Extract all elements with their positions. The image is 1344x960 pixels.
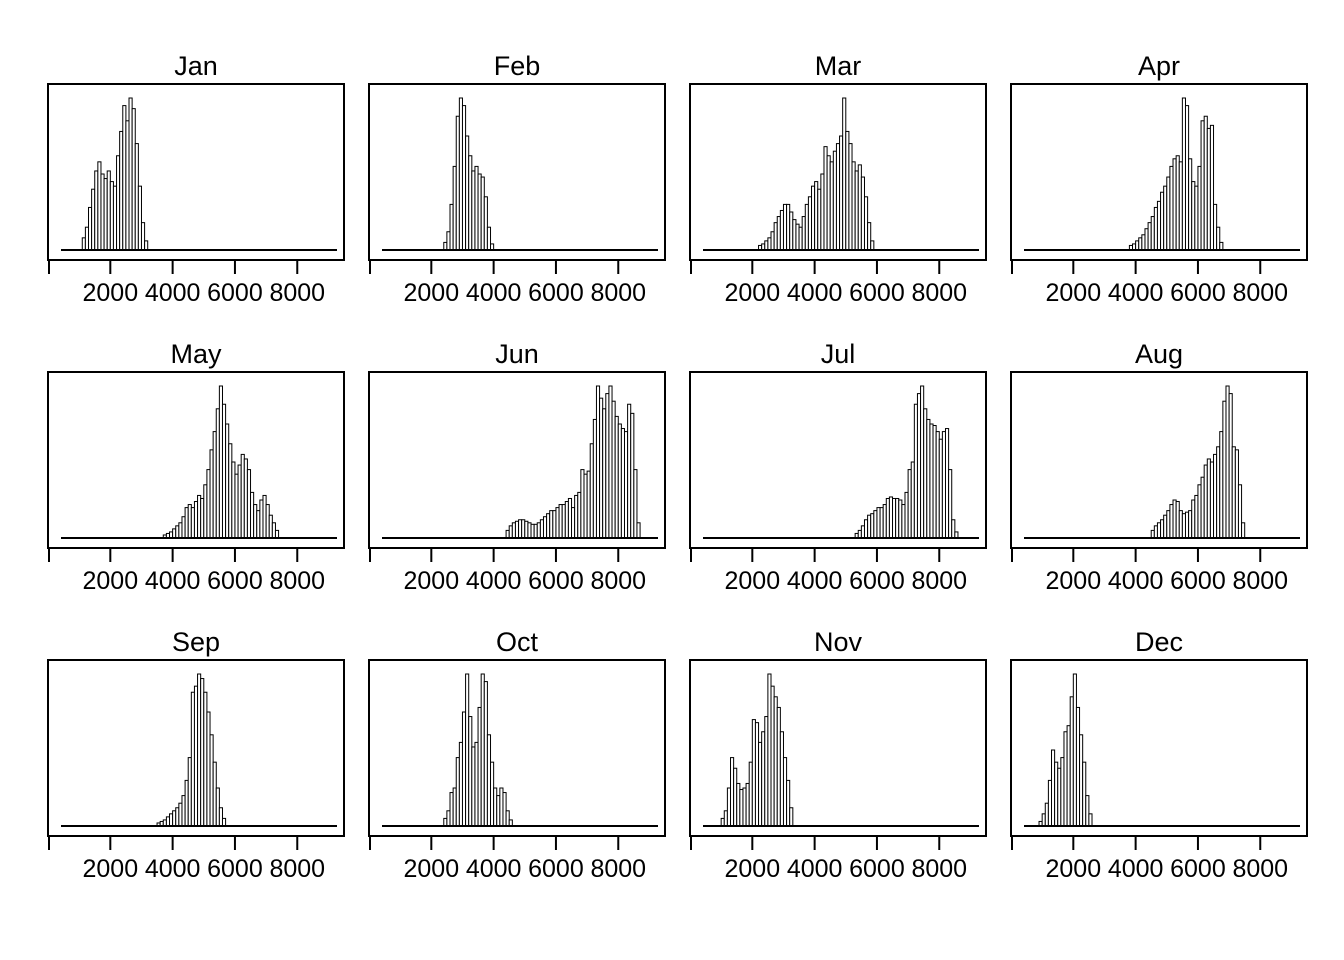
histogram-plot: 2000 4000 6000 8000 <box>1010 371 1308 595</box>
panel-title: Mar <box>814 51 862 81</box>
svg-text:8000: 8000 <box>590 567 646 595</box>
svg-text:2000: 2000 <box>1046 567 1102 595</box>
histogram-panel: Apr 2000 4000 6000 8000 <box>1010 48 1308 309</box>
svg-text:8000: 8000 <box>911 567 967 595</box>
panel-title: Dec <box>1134 627 1183 657</box>
svg-text:4000: 4000 <box>787 279 843 307</box>
svg-text:8000: 8000 <box>269 279 325 307</box>
histogram-plot: 2000 4000 6000 8000 <box>368 83 666 307</box>
histogram-plot: 2000 4000 6000 8000 <box>368 371 666 595</box>
svg-text:4000: 4000 <box>145 567 201 595</box>
histogram-panel: Sep 2000 4000 6000 8000 <box>47 624 345 885</box>
svg-text:4000: 4000 <box>1108 279 1164 307</box>
histogram-plot: 2000 4000 6000 8000 <box>47 83 345 307</box>
svg-text:2000: 2000 <box>404 279 460 307</box>
histogram-plot: 2000 4000 6000 8000 <box>1010 83 1308 307</box>
panel-title: Sep <box>171 627 221 657</box>
histogram-plot: 2000 4000 6000 8000 <box>47 371 345 595</box>
histogram-panel: Jan 2000 4000 6000 8000 <box>47 48 345 309</box>
panel-title: Feb <box>493 51 541 81</box>
svg-text:8000: 8000 <box>269 855 325 883</box>
svg-text:2000: 2000 <box>404 855 460 883</box>
panel-title: Apr <box>1137 51 1181 81</box>
svg-text:2000: 2000 <box>1046 855 1102 883</box>
histogram-plot: 2000 4000 6000 8000 <box>368 659 666 883</box>
histogram-panel: Feb 2000 4000 6000 8000 <box>368 48 666 309</box>
panel-title: Jun <box>495 339 539 369</box>
svg-text:6000: 6000 <box>528 855 584 883</box>
svg-text:6000: 6000 <box>207 279 263 307</box>
svg-text:6000: 6000 <box>528 567 584 595</box>
histogram-panel: Jul 2000 4000 6000 8000 <box>689 336 987 597</box>
svg-text:8000: 8000 <box>911 855 967 883</box>
histogram-panel: Dec 2000 4000 6000 8000 <box>1010 624 1308 885</box>
svg-text:8000: 8000 <box>590 279 646 307</box>
svg-text:6000: 6000 <box>207 855 263 883</box>
svg-text:6000: 6000 <box>528 279 584 307</box>
svg-text:6000: 6000 <box>1170 567 1226 595</box>
svg-text:6000: 6000 <box>1170 279 1226 307</box>
panel-title: Jul <box>820 339 856 369</box>
svg-text:6000: 6000 <box>849 855 905 883</box>
histogram-plot: 2000 4000 6000 8000 <box>47 659 345 883</box>
svg-text:4000: 4000 <box>145 855 201 883</box>
histogram-panel: Mar 2000 4000 6000 8000 <box>689 48 987 309</box>
svg-text:2000: 2000 <box>725 279 781 307</box>
panel-title: Aug <box>1134 339 1184 369</box>
svg-text:8000: 8000 <box>1232 567 1288 595</box>
svg-text:2000: 2000 <box>1046 279 1102 307</box>
svg-text:4000: 4000 <box>145 279 201 307</box>
svg-text:2000: 2000 <box>404 567 460 595</box>
svg-text:2000: 2000 <box>83 567 139 595</box>
svg-text:8000: 8000 <box>269 567 325 595</box>
panel-title: Jan <box>174 51 218 81</box>
histogram-plot: 2000 4000 6000 8000 <box>1010 659 1308 883</box>
histogram-panel: Jun 2000 4000 6000 8000 <box>368 336 666 597</box>
histogram-panel: Nov 2000 4000 6000 8000 <box>689 624 987 885</box>
svg-text:4000: 4000 <box>466 279 522 307</box>
svg-text:2000: 2000 <box>83 279 139 307</box>
panel-title: May <box>170 339 222 369</box>
histogram-plot: 2000 4000 6000 8000 <box>689 659 987 883</box>
histogram-panel: Aug 2000 4000 6000 8000 <box>1010 336 1308 597</box>
histogram-panel: May 2000 4000 6000 8000 <box>47 336 345 597</box>
svg-text:8000: 8000 <box>911 279 967 307</box>
svg-text:6000: 6000 <box>849 567 905 595</box>
svg-text:4000: 4000 <box>466 567 522 595</box>
svg-text:4000: 4000 <box>466 855 522 883</box>
histogram-row-2: May 2000 4000 6000 8000 Jun 2000 4000 6000 800… <box>0 336 1344 597</box>
svg-text:8000: 8000 <box>1232 279 1288 307</box>
svg-text:4000: 4000 <box>1108 855 1164 883</box>
panel-title: Nov <box>813 627 862 657</box>
svg-text:2000: 2000 <box>725 567 781 595</box>
svg-text:2000: 2000 <box>83 855 139 883</box>
svg-text:4000: 4000 <box>787 855 843 883</box>
panel-title: Oct <box>495 627 538 657</box>
svg-text:6000: 6000 <box>1170 855 1226 883</box>
histogram-row-1: Jan 2000 4000 6000 8000 Feb 2000 4000 6000 800… <box>0 48 1344 309</box>
svg-text:2000: 2000 <box>725 855 781 883</box>
histogram-panel: Oct 2000 4000 6000 8000 <box>368 624 666 885</box>
svg-text:8000: 8000 <box>1232 855 1288 883</box>
histogram-plot: 2000 4000 6000 8000 <box>689 83 987 307</box>
svg-text:4000: 4000 <box>787 567 843 595</box>
histogram-row-3: Sep 2000 4000 6000 8000 Oct 2000 4000 6000 800… <box>0 624 1344 885</box>
svg-text:6000: 6000 <box>849 279 905 307</box>
svg-text:4000: 4000 <box>1108 567 1164 595</box>
svg-text:6000: 6000 <box>207 567 263 595</box>
svg-text:8000: 8000 <box>590 855 646 883</box>
histogram-plot: 2000 4000 6000 8000 <box>689 371 987 595</box>
